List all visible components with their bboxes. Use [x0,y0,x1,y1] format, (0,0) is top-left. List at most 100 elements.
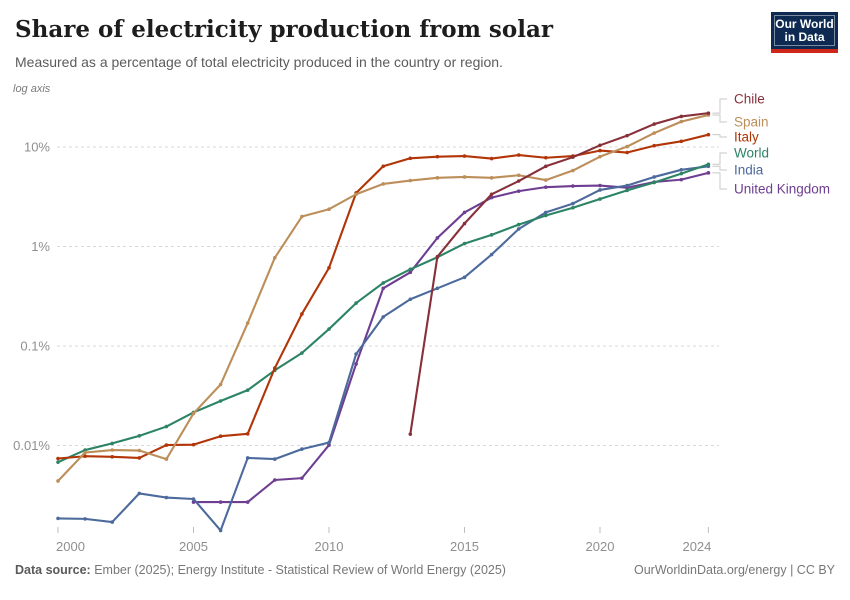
series-point-spain-2010[interactable] [327,207,331,212]
series-point-italy-2024[interactable] [706,132,711,137]
series-point-world-2013[interactable] [408,267,413,272]
series-point-spain-2012[interactable] [381,182,386,186]
series-point-italy-2020[interactable] [598,148,602,153]
series-point-italy-2014[interactable] [435,154,440,159]
series-line-chile[interactable] [409,112,710,436]
legend-label-italy[interactable]: Italy [734,130,759,145]
series-point-italy-2006[interactable] [218,434,223,439]
series-point-india-2014[interactable] [435,286,440,291]
series-point-spain-2016[interactable] [489,176,494,180]
series-point-world-2023[interactable] [679,171,684,176]
series-point-india-2009[interactable] [300,447,304,451]
series-point-united-kingdom-2019[interactable] [571,184,575,188]
series-point-chile-2023[interactable] [679,114,684,119]
series-line-spain[interactable] [56,113,710,483]
legend-label-world[interactable]: World [734,146,769,161]
series-point-italy-2003[interactable] [137,456,142,460]
series-point-united-kingdom-2009[interactable] [300,476,304,480]
series-point-india-2003[interactable] [137,491,142,496]
legend-label-spain[interactable]: Spain [734,115,769,130]
series-point-spain-2018[interactable] [544,178,548,182]
series-point-united-kingdom-2010[interactable] [327,443,331,447]
series-point-united-kingdom-2008[interactable] [273,478,277,482]
series-point-world-2011[interactable] [354,301,358,305]
series-point-chile-2021[interactable] [625,133,629,138]
series-point-world-2022[interactable] [652,180,656,185]
series-point-india-2023[interactable] [679,168,684,172]
series-line-united-kingdom[interactable] [192,171,710,504]
series-point-italy-2008[interactable] [273,366,277,370]
series-point-spain-2013[interactable] [408,178,413,183]
series-point-italy-2001[interactable] [83,454,87,459]
series-point-world-2004[interactable] [164,424,169,429]
series-point-united-kingdom-2024[interactable] [706,171,711,175]
series-point-world-2015[interactable] [462,241,467,246]
series-point-italy-2021[interactable] [625,150,629,155]
series-point-india-2012[interactable] [381,315,386,319]
series-point-spain-2008[interactable] [273,255,277,260]
series-point-spain-2011[interactable] [354,192,358,197]
series-point-spain-2007[interactable] [245,321,250,325]
series-point-india-2007[interactable] [245,456,250,460]
series-point-spain-2022[interactable] [652,131,656,135]
series-point-italy-2013[interactable] [408,156,413,161]
series-point-spain-2020[interactable] [598,154,602,159]
series-point-italy-2023[interactable] [679,139,684,144]
series-point-chile-2024[interactable] [706,111,711,115]
series-point-italy-2000[interactable] [56,456,60,461]
series-point-chile-2016[interactable] [489,192,494,197]
series-point-chile-2020[interactable] [598,143,602,148]
series-point-italy-2017[interactable] [516,153,521,157]
series-point-chile-2018[interactable] [544,164,548,169]
series-point-spain-2004[interactable] [164,457,169,461]
series-point-spain-2002[interactable] [110,448,114,452]
series-point-india-2005[interactable] [191,497,196,501]
series-point-united-kingdom-2017[interactable] [516,189,521,193]
series-point-india-2008[interactable] [273,457,277,461]
series-point-italy-2010[interactable] [327,266,331,270]
owid-logo[interactable]: Our World in Data [771,12,838,53]
series-point-world-2016[interactable] [489,233,494,237]
series-point-world-2021[interactable] [625,188,629,193]
series-point-india-2020[interactable] [598,188,602,192]
series-point-world-2024[interactable] [706,162,711,167]
series-point-italy-2009[interactable] [300,312,304,316]
series-point-united-kingdom-2023[interactable] [679,177,684,182]
series-point-world-2002[interactable] [110,441,114,446]
series-point-spain-2023[interactable] [679,119,684,124]
series-point-italy-2022[interactable] [652,143,656,148]
series-point-india-2000[interactable] [56,516,60,521]
series-point-chile-2019[interactable] [571,155,575,159]
series-point-chile-2015[interactable] [462,221,467,226]
series-point-spain-2006[interactable] [218,382,223,387]
series-point-spain-2003[interactable] [137,448,142,453]
series-point-chile-2017[interactable] [516,179,521,183]
series-point-spain-2021[interactable] [625,144,629,149]
series-point-world-2001[interactable] [83,448,87,452]
series-point-spain-2005[interactable] [191,411,196,416]
series-point-spain-2017[interactable] [516,173,521,178]
series-point-world-2009[interactable] [300,351,304,355]
series-point-united-kingdom-2018[interactable] [544,185,548,189]
series-point-united-kingdom-2015[interactable] [462,210,467,215]
series-point-italy-2002[interactable] [110,454,114,459]
series-point-world-2010[interactable] [327,327,331,331]
series-point-india-2019[interactable] [571,201,575,206]
series-point-india-2022[interactable] [652,175,656,179]
series-point-italy-2004[interactable] [164,443,169,447]
series-point-spain-2019[interactable] [571,168,575,173]
series-point-india-2006[interactable] [218,528,223,533]
series-point-world-2000[interactable] [56,460,60,464]
series-point-india-2017[interactable] [516,227,521,231]
series-point-chile-2013[interactable] [408,432,413,436]
series-point-united-kingdom-2014[interactable] [435,236,440,240]
series-point-italy-2015[interactable] [462,154,467,158]
data-source-text[interactable]: Ember (2025); Energy Institute - Statist… [90,563,506,577]
legend-label-united-kingdom[interactable]: United Kingdom [734,182,830,197]
series-point-india-2021[interactable] [625,183,629,188]
rights-link[interactable]: OurWorldinData.org/energy | CC BY [633,563,835,577]
series-point-world-2003[interactable] [137,434,142,438]
series-point-italy-2018[interactable] [544,155,548,160]
series-point-world-2018[interactable] [544,213,548,218]
series-point-italy-2016[interactable] [489,156,494,161]
